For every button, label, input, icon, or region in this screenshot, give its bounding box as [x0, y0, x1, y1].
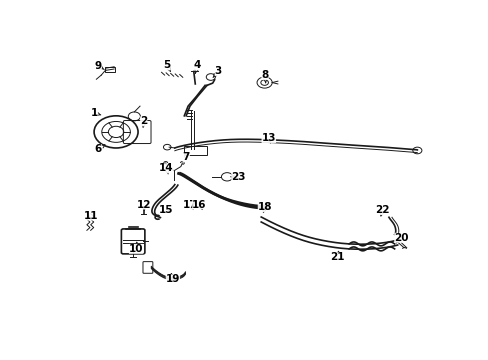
Text: 22: 22: [374, 205, 389, 216]
Text: 13: 13: [261, 133, 276, 143]
Text: 7: 7: [182, 152, 189, 162]
Text: 16: 16: [192, 199, 206, 210]
Text: 9: 9: [95, 61, 104, 71]
Text: 11: 11: [84, 211, 99, 221]
Text: 6: 6: [95, 144, 105, 154]
Text: 21: 21: [329, 251, 344, 262]
Bar: [184, 146, 206, 155]
Text: 2: 2: [140, 116, 147, 127]
Text: 5: 5: [163, 60, 170, 71]
Text: 10: 10: [129, 242, 143, 254]
Text: 19: 19: [165, 274, 180, 284]
Text: 1: 1: [91, 108, 101, 118]
Text: 23: 23: [230, 172, 245, 182]
Text: 17: 17: [183, 199, 197, 210]
Text: 12: 12: [136, 199, 151, 210]
Text: 14: 14: [159, 163, 173, 174]
Text: 4: 4: [193, 60, 201, 73]
Text: 20: 20: [393, 233, 408, 243]
Text: 8: 8: [261, 70, 268, 83]
Text: 3: 3: [213, 66, 222, 77]
Text: 18: 18: [257, 202, 272, 213]
Text: 15: 15: [159, 205, 173, 215]
